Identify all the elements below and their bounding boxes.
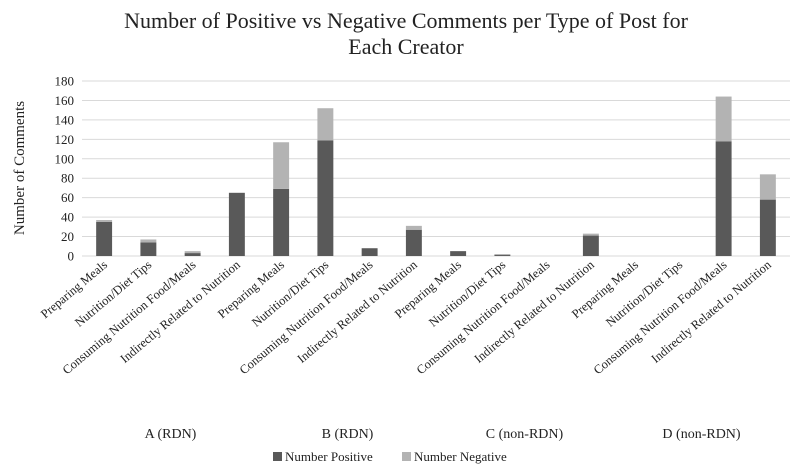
y-tick-label: 0	[68, 249, 75, 264]
bar-positive	[582, 235, 599, 256]
bar-negative	[759, 174, 776, 200]
legend-swatch-positive	[273, 452, 282, 461]
y-tick-label: 80	[61, 171, 74, 186]
bar-positive	[450, 251, 467, 256]
bar-positive	[759, 199, 776, 256]
y-tick-label: 40	[61, 210, 74, 225]
gridlines	[82, 80, 790, 257]
y-tick-label: 180	[55, 74, 75, 89]
y-tick-label: 160	[55, 93, 75, 108]
y-tick-label: 100	[55, 151, 75, 166]
bar-positive	[140, 242, 157, 256]
bar-negative	[582, 233, 599, 236]
y-tick-label: 140	[55, 112, 75, 127]
bar-positive	[228, 192, 245, 256]
bar-negative	[715, 96, 732, 142]
bar-positive	[184, 253, 201, 256]
bar-negative	[184, 251, 201, 254]
category-label: Nutrition/Diet Tips	[603, 257, 685, 329]
bar-negative	[317, 108, 334, 141]
bar-positive	[494, 255, 511, 256]
group-label: D (non-RDN)	[662, 427, 740, 442]
group-label: A (RDN)	[145, 427, 197, 442]
bar-positive	[317, 140, 334, 256]
bar-positive	[405, 229, 422, 256]
chart-title-line-1: Number of Positive vs Negative Comments …	[124, 8, 689, 33]
bars	[96, 96, 776, 256]
category-label: Nutrition/Diet Tips	[249, 257, 331, 329]
bar-negative	[405, 225, 422, 230]
bar-positive	[273, 188, 290, 256]
bar-negative	[273, 142, 290, 189]
bar-negative	[140, 239, 157, 243]
bar-positive	[96, 221, 113, 256]
chart-title-line-2: Each Creator	[348, 34, 464, 59]
group-labels: A (RDN) B (RDN) C (non-RDN) D (non-RDN)	[145, 427, 741, 442]
category-label: Nutrition/Diet Tips	[72, 257, 154, 329]
bar-positive	[715, 141, 732, 256]
category-label: Nutrition/Diet Tips	[426, 257, 508, 329]
legend-label-positive: Number Positive	[285, 449, 373, 464]
group-label: B (RDN)	[322, 427, 374, 442]
legend-label-negative: Number Negative	[414, 449, 507, 464]
y-tick-label: 20	[61, 229, 74, 244]
y-axis-title: Number of Comments	[12, 101, 28, 235]
bar-negative	[96, 220, 113, 222]
legend-swatch-negative	[402, 452, 411, 461]
y-axis-ticks: 0 20 40 60 80 100 120 140 160 180	[55, 74, 75, 264]
bar-positive	[361, 248, 378, 256]
y-tick-label: 120	[55, 132, 75, 147]
y-tick-label: 60	[61, 190, 74, 205]
group-label: C (non-RDN)	[486, 427, 564, 442]
bar-negative	[494, 254, 511, 256]
legend: Number Positive Number Negative	[273, 449, 507, 464]
